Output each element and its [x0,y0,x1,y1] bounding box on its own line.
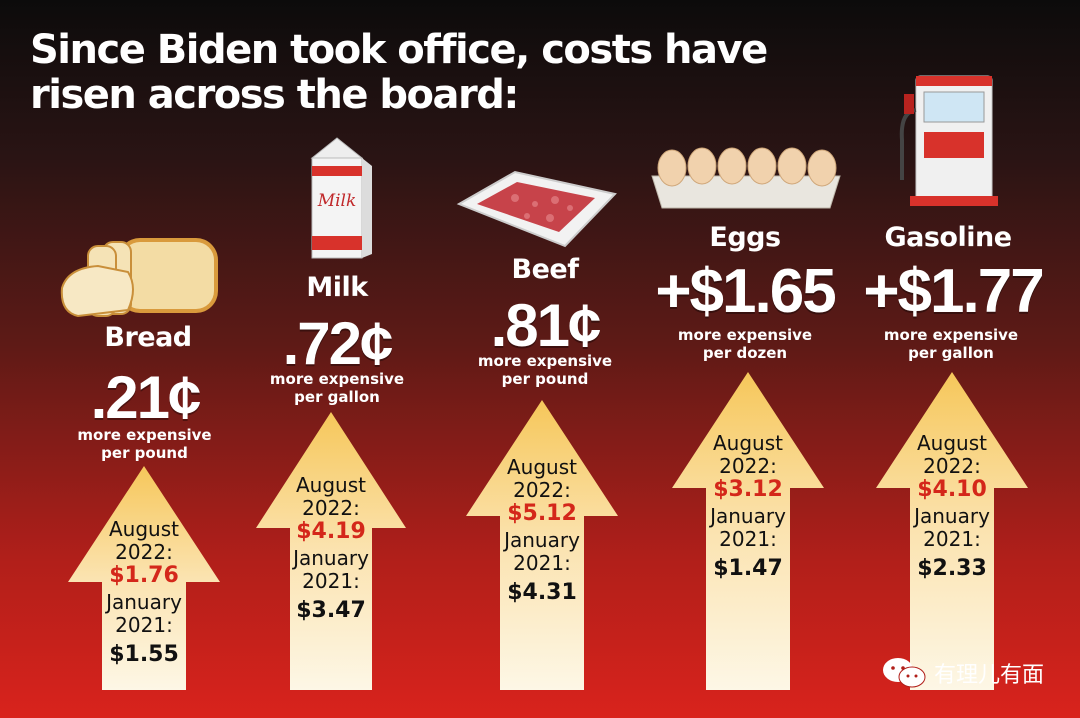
jan-price: $2.33 [917,556,987,581]
increase-value: +$1.65 [655,257,836,326]
aug-price: $4.19 [296,519,366,544]
page-title: Since Biden took office, costs have rise… [30,27,768,118]
jan-label: January [914,504,990,528]
price-arrow: August 2022: $4.19 January 2021: $3.47 [256,412,406,690]
aug-label: August [109,517,179,541]
jan-price: $1.47 [713,556,783,581]
ground-beef-icon [456,170,617,248]
jan-year: 2021: [719,527,777,551]
jan-label: January [106,590,182,614]
jan-label: January [710,504,786,528]
price-arrow: August 2022: $5.12 January 2021: $4.31 [466,400,618,690]
aug-year: 2022: [513,478,571,502]
note-line-1: more expensive [269,370,405,388]
aug-year: 2022: [923,454,981,478]
jan-year: 2021: [302,569,360,593]
note-line-2: per pound [101,444,188,462]
aug-label: August [507,455,577,479]
jan-label: January [293,546,369,570]
aug-price: $1.76 [109,563,179,588]
carton-text: Milk [317,191,357,211]
watermark-text: 有理儿有面 [933,663,1044,688]
note-line-1: more expensive [77,426,212,444]
egg-carton-icon [651,147,841,209]
note-line-1: more expensive [883,326,1019,344]
price-arrow: August 2022: $1.76 January 2021: $1.55 [68,466,220,690]
note: more expensive per dozen [660,326,830,362]
aug-year: 2022: [719,454,777,478]
note-line-2: per dozen [702,344,788,362]
bread-icon [60,238,218,318]
aug-year: 2022: [115,540,173,564]
item-name: Beef [511,254,579,285]
milk-carton-icon: Milk [310,137,372,259]
jan-price: $3.47 [296,598,366,623]
jan-price: $4.31 [507,580,577,605]
jan-year: 2021: [923,527,981,551]
increase-value: .21¢ [90,364,202,431]
aug-year: 2022: [302,496,360,520]
aug-price: $5.12 [507,501,577,526]
note-line-2: per gallon [908,344,994,362]
note: more expensive per gallon [252,370,422,406]
jan-year: 2021: [115,613,173,637]
note-line-2: per gallon [294,388,380,406]
price-arrow: August 2022: $3.12 January 2021: $1.47 [672,372,824,690]
gas-pump-icon [899,75,998,206]
watermark: 有理儿有面 [882,656,1044,690]
jan-price: $1.55 [109,642,179,667]
note: more expensive per pound [62,426,227,462]
note-line-2: per pound [501,370,589,388]
jan-year: 2021: [513,551,571,575]
item-name: Bread [104,322,192,353]
aug-label: August [917,431,987,455]
increase-value: .72¢ [282,310,394,377]
wechat-icon [882,658,926,688]
note: more expensive per pound [460,352,630,388]
item-name: Gasoline [884,222,1012,253]
note: more expensive per gallon [866,326,1036,362]
aug-label: August [296,473,366,497]
jan-label: January [504,528,580,552]
aug-price: $3.12 [713,477,783,502]
item-name: Eggs [709,222,781,253]
increase-value: .81¢ [490,292,602,359]
note-line-1: more expensive [477,352,613,370]
item-name: Milk [306,272,368,303]
aug-price: $4.10 [917,477,987,502]
note-line-1: more expensive [677,326,813,344]
price-arrow: August 2022: $4.10 January 2021: $2.33 [876,372,1028,690]
increase-value: +$1.77 [863,257,1044,326]
aug-label: August [713,431,783,455]
